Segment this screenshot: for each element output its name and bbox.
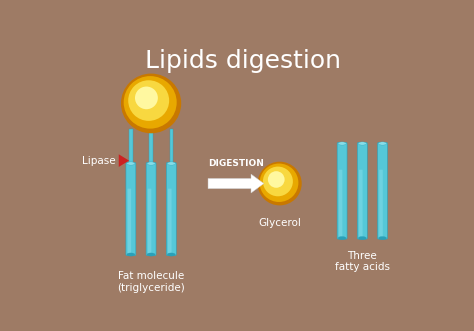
Ellipse shape xyxy=(338,142,346,145)
Ellipse shape xyxy=(121,73,181,133)
FancyBboxPatch shape xyxy=(146,163,156,256)
FancyBboxPatch shape xyxy=(379,170,383,237)
Ellipse shape xyxy=(128,80,169,121)
Ellipse shape xyxy=(135,86,158,109)
FancyBboxPatch shape xyxy=(359,170,363,237)
Ellipse shape xyxy=(167,253,175,256)
Ellipse shape xyxy=(167,162,175,165)
Ellipse shape xyxy=(258,162,301,205)
FancyBboxPatch shape xyxy=(126,163,136,256)
Ellipse shape xyxy=(268,171,284,188)
Text: Lipase: Lipase xyxy=(82,156,116,166)
Ellipse shape xyxy=(378,237,387,240)
FancyBboxPatch shape xyxy=(357,143,367,239)
Ellipse shape xyxy=(260,164,299,202)
Polygon shape xyxy=(119,154,129,167)
Ellipse shape xyxy=(147,162,155,165)
Ellipse shape xyxy=(127,162,135,165)
Bar xyxy=(149,129,153,164)
Bar xyxy=(129,129,133,164)
Text: Fat molecule
(triglyceride): Fat molecule (triglyceride) xyxy=(117,271,185,293)
FancyBboxPatch shape xyxy=(166,163,176,256)
Ellipse shape xyxy=(263,166,293,196)
FancyBboxPatch shape xyxy=(339,170,342,237)
Ellipse shape xyxy=(358,142,366,145)
Ellipse shape xyxy=(358,237,366,240)
FancyBboxPatch shape xyxy=(378,143,387,239)
Text: Three
fatty acids: Three fatty acids xyxy=(335,251,390,272)
FancyArrow shape xyxy=(208,174,264,193)
Ellipse shape xyxy=(147,253,155,256)
FancyBboxPatch shape xyxy=(337,143,347,239)
Ellipse shape xyxy=(338,237,346,240)
Ellipse shape xyxy=(124,76,177,129)
FancyBboxPatch shape xyxy=(128,189,131,253)
Text: Lipids digestion: Lipids digestion xyxy=(145,49,341,73)
Bar xyxy=(170,129,173,164)
Text: DIGESTION: DIGESTION xyxy=(208,159,264,168)
FancyBboxPatch shape xyxy=(148,189,151,253)
Ellipse shape xyxy=(378,142,387,145)
FancyBboxPatch shape xyxy=(168,189,172,253)
Text: Glycerol: Glycerol xyxy=(258,218,301,228)
Ellipse shape xyxy=(127,253,135,256)
